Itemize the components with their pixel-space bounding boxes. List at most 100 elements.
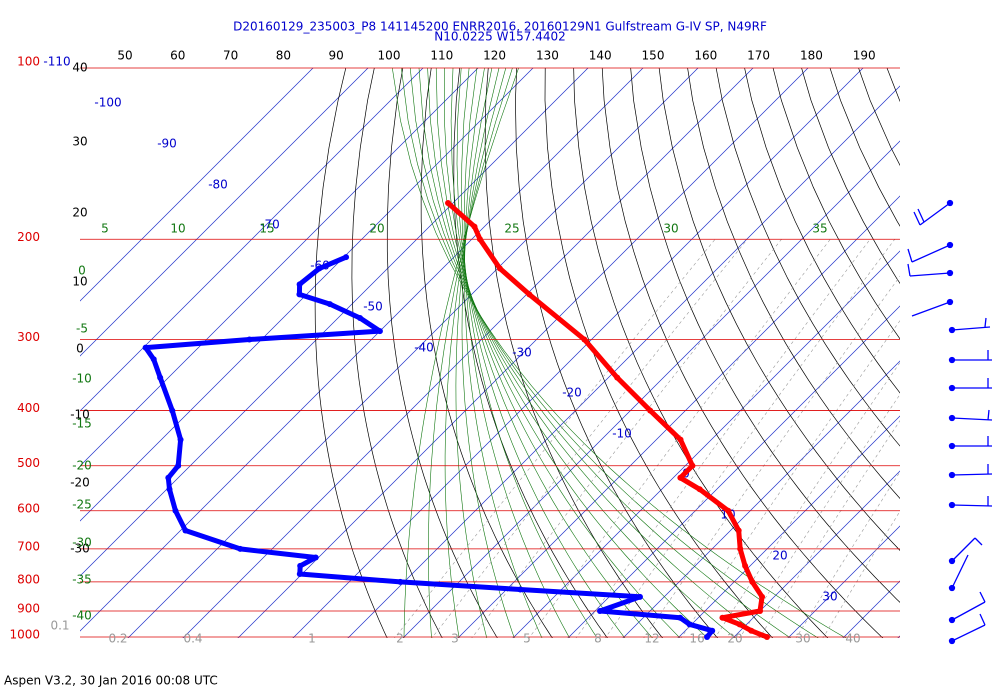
isotherm-label: -20 <box>562 386 582 400</box>
moist-adiabat <box>455 68 500 638</box>
pressure-label: 400 <box>17 401 40 415</box>
isotherm <box>677 415 900 638</box>
pressure-label: 1000 <box>9 628 40 642</box>
profile-point <box>704 634 711 640</box>
moist-adiabat <box>409 68 792 638</box>
wind-barbs <box>907 199 993 645</box>
profile-point <box>150 356 157 363</box>
dry-adiabat <box>744 68 900 394</box>
mixing-label: 0.2 <box>108 632 127 646</box>
dry-adiabat <box>386 68 498 638</box>
profile-point <box>357 314 364 321</box>
pressure-label: 800 <box>17 572 40 586</box>
top-label: 150 <box>642 49 665 63</box>
profile-point <box>647 407 654 414</box>
mixing-ratio-line <box>643 275 900 638</box>
isotherm <box>237 68 809 638</box>
pressure-label: 100 <box>17 55 40 69</box>
left-label: 30 <box>72 135 87 149</box>
moist-adiabat <box>464 68 543 638</box>
profile-point <box>476 236 483 243</box>
mixing-label: 12 <box>644 632 659 646</box>
profile-point <box>742 562 749 569</box>
top-label: 130 <box>536 49 559 63</box>
dry-adiabat <box>484 68 663 638</box>
chart-title: D20160129_235003_P8 141145200 ENRR2016, … <box>233 20 767 34</box>
mixing-label: 30 <box>795 632 810 646</box>
moist-adiabat <box>463 68 570 638</box>
profile-point <box>736 621 743 628</box>
left-label: 40 <box>72 61 87 75</box>
moist-left-label: 0 <box>78 264 86 278</box>
isotherm <box>347 85 900 638</box>
pressure-label: 700 <box>17 539 40 553</box>
moist-adiabat <box>392 68 847 638</box>
dry-adiabat <box>772 68 900 340</box>
isotherm <box>457 195 900 638</box>
profile-point <box>581 336 588 343</box>
left-label: 10 <box>72 275 87 289</box>
profile-point <box>296 281 303 288</box>
isotherm <box>512 250 900 638</box>
profile-point <box>636 593 643 600</box>
mixing-label: 1 <box>308 632 316 646</box>
moist-label: 5 <box>101 222 109 236</box>
profile-point <box>165 474 172 481</box>
pressure-label: 500 <box>17 456 40 470</box>
mixing-label: 2 <box>396 632 404 646</box>
moist-adiabat <box>461 68 598 638</box>
dry-adiabat <box>420 68 553 638</box>
isotherm <box>787 525 900 638</box>
dry-adiabat <box>351 68 443 638</box>
moist-adiabat <box>403 68 519 638</box>
moist-left-label: -5 <box>76 322 88 336</box>
isotherm <box>732 470 900 638</box>
pressure-label: 600 <box>17 501 40 515</box>
mixing-label: 40 <box>845 632 860 646</box>
isotherm-label: -110 <box>43 55 70 69</box>
profile-point <box>677 614 684 621</box>
profile-point <box>296 571 303 578</box>
mixing-label: 8 <box>594 632 602 646</box>
profile-point <box>397 578 404 585</box>
top-label: 160 <box>694 49 717 63</box>
moist-left-label: -20 <box>72 459 92 473</box>
profile-point <box>689 462 696 469</box>
profile-point <box>175 462 182 469</box>
pressure-label: 900 <box>17 601 40 615</box>
mixing-label: 16 <box>689 632 704 646</box>
profile-point <box>172 507 179 514</box>
isotherm <box>622 360 900 638</box>
left-label: 0 <box>76 342 84 356</box>
dry-adiabat <box>630 68 900 603</box>
moist-label: 25 <box>504 222 519 236</box>
left-label: 20 <box>72 206 87 220</box>
isotherm-label: 20 <box>772 549 787 563</box>
left-label: -10 <box>70 408 90 422</box>
top-label: 80 <box>276 49 291 63</box>
profile-point <box>517 586 524 593</box>
profile-point <box>166 486 173 493</box>
profile-point <box>749 578 756 585</box>
isotherm-label: -30 <box>512 346 532 360</box>
profile-point <box>757 607 764 614</box>
isotherm-label: 30 <box>822 590 837 604</box>
moist-left-label: -15 <box>72 417 92 431</box>
isotherm-label: -10 <box>612 427 632 441</box>
moist-label: 35 <box>812 222 827 236</box>
dry-adiabat <box>715 68 900 447</box>
profile-point <box>759 593 766 600</box>
profile-point <box>709 627 716 634</box>
isotherm <box>567 305 900 638</box>
top-label: 180 <box>800 49 823 63</box>
profile-point <box>677 474 684 481</box>
profile-point <box>326 301 333 308</box>
profile-line <box>143 254 715 639</box>
pressure-label: 200 <box>17 230 40 244</box>
profile-point <box>719 614 726 621</box>
mixing-ratio-line <box>795 471 900 638</box>
left-label: -30 <box>70 542 90 556</box>
profile-point <box>748 627 755 634</box>
top-label: 60 <box>170 49 185 63</box>
